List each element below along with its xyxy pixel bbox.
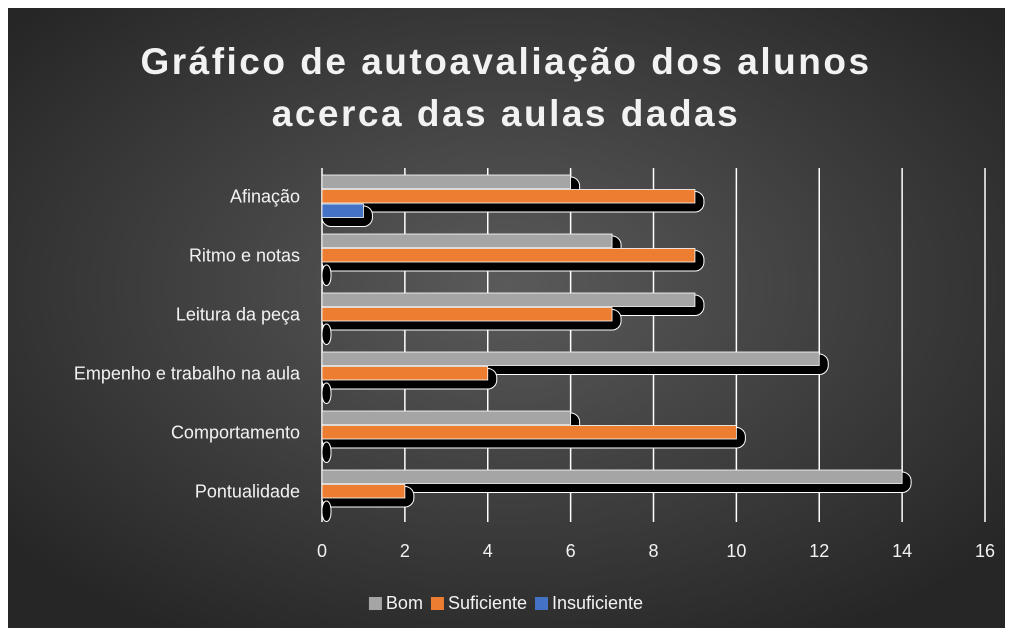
bar	[321, 233, 613, 248]
x-tick-label: 0	[317, 541, 327, 561]
x-tick-label: 16	[975, 541, 995, 561]
bar	[321, 203, 364, 218]
x-tick-label: 10	[726, 541, 746, 561]
legend-label: Insuficiente	[552, 593, 643, 613]
y-tick-label: Comportamento	[171, 422, 300, 442]
legend-label: Bom	[386, 593, 423, 613]
x-tick-label: 6	[566, 541, 576, 561]
x-tick-label: 12	[809, 541, 829, 561]
x-tick-label: 8	[648, 541, 658, 561]
legend-swatch	[430, 597, 444, 610]
bar	[321, 469, 903, 484]
bar-shadow	[321, 500, 332, 522]
x-tick-label: 14	[892, 541, 912, 561]
y-tick-label: Empenho e trabalho na aula	[74, 363, 301, 383]
x-tick-label: 4	[483, 541, 493, 561]
x-tick-label: 2	[400, 541, 410, 561]
bar	[321, 425, 737, 440]
bar-shadow	[321, 441, 332, 463]
bar	[321, 410, 572, 425]
y-tick-label: Leitura da peça	[176, 304, 301, 324]
bar	[321, 248, 696, 263]
bar	[321, 484, 406, 499]
bar	[321, 307, 613, 322]
y-tick-label: Pontualidade	[195, 481, 300, 501]
legend-swatch	[368, 597, 382, 610]
bar-shadow	[321, 323, 332, 345]
chart-title: Gráfico de autoavaliação dos alunos acer…	[140, 41, 872, 134]
legend-label: Suficiente	[448, 593, 527, 613]
bar	[321, 366, 489, 381]
bar	[321, 174, 572, 189]
bar-shadow	[321, 382, 332, 404]
bar-shadow	[321, 264, 332, 286]
bar	[321, 292, 696, 307]
bar	[321, 351, 820, 366]
bar	[321, 189, 696, 204]
y-tick-label: Ritmo e notas	[189, 245, 300, 265]
legend-swatch	[535, 597, 549, 610]
y-tick-label: Afinação	[230, 186, 300, 206]
